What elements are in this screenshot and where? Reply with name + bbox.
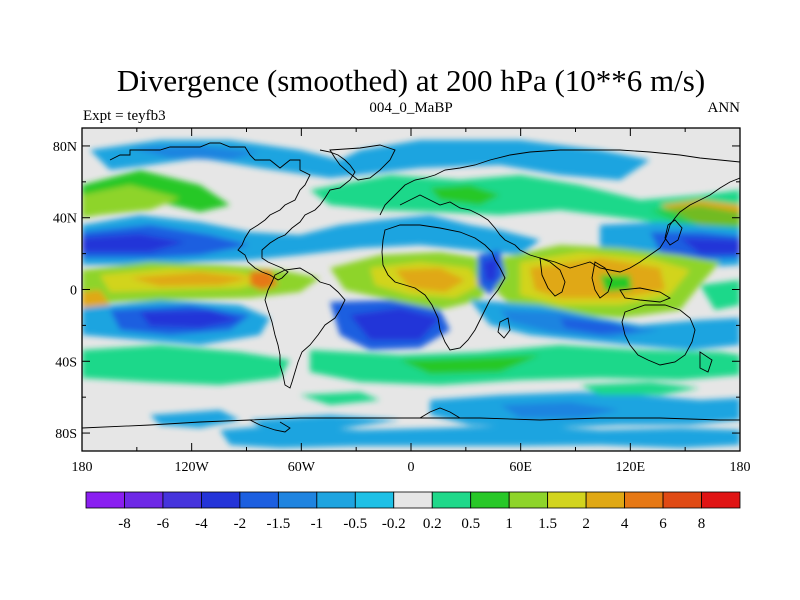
colorbar-swatch [547, 491, 587, 509]
colorbar-label: -1.5 [266, 516, 290, 532]
colorbar-label: 0.5 [461, 516, 480, 532]
colorbar-swatch [470, 491, 510, 509]
y-tick-label: 40S [55, 355, 77, 370]
colorbar-swatch [585, 491, 625, 509]
colorbar-label: 8 [698, 516, 706, 532]
colorbar-label: -0.2 [382, 516, 406, 532]
india-coast [539, 257, 566, 297]
colorbar-swatch [239, 491, 279, 509]
subtitle-center: 004_0_MaBP [369, 100, 452, 116]
subtitle-left: Expt = teyfb3 [83, 108, 166, 124]
x-tick-label: 180 [730, 460, 751, 475]
colorbar-swatch [277, 491, 318, 509]
colorbar-swatch [662, 491, 702, 509]
colorbar-swatch [316, 491, 356, 509]
contour-field [82, 128, 740, 451]
colorbar-swatch [201, 491, 241, 509]
colorbar-label: -6 [157, 516, 170, 532]
y-tick-label: 80S [55, 427, 77, 442]
colorbar-label: 1 [505, 516, 513, 532]
x-tick-label: 60E [509, 460, 532, 475]
colorbar-label: 2 [582, 516, 590, 532]
eurasia-coast [379, 149, 740, 216]
colorbar-swatch [393, 491, 433, 509]
australia-coast [621, 304, 696, 366]
x-tick-label: 180 [72, 460, 93, 475]
colorbar-label: 0.2 [423, 516, 442, 532]
x-tick-label: 60W [288, 460, 316, 475]
y-tick-label: 0 [70, 284, 77, 299]
southeast-asia-coast [591, 261, 613, 299]
colorbar-swatch [701, 491, 741, 509]
colorbar-label: -1 [311, 516, 324, 532]
south-america-coast [264, 267, 346, 389]
colorbar-label: -8 [118, 516, 131, 532]
colorbar-label: 6 [659, 516, 667, 532]
coastlines [82, 142, 740, 433]
north-america-coast [109, 142, 356, 281]
colorbar-swatch [508, 491, 549, 509]
y-tick-label: 40N [53, 212, 77, 227]
colorbar-swatch [354, 491, 395, 509]
subtitle-right: ANN [708, 100, 741, 116]
colorbar: -8 -6 -4 -2 -1.5 -1 -0.5 -0.2 0.2 0.5 1 1.5 2 4 6 8 [85, 491, 741, 532]
colorbar-swatch [624, 491, 664, 509]
x-tick-label: 0 [408, 460, 415, 475]
colorbar-swatch [162, 491, 202, 509]
japan-coast [664, 219, 683, 246]
greenland-coast [329, 144, 396, 181]
x-tick-label: 120W [175, 460, 210, 475]
y-axis: 80N 40N 0 40S 80S [53, 140, 740, 442]
x-tick-label: 120E [616, 460, 646, 475]
colorbar-label: -2 [234, 516, 247, 532]
colorbar-label: -4 [195, 516, 208, 532]
colorbar-swatch [85, 491, 125, 509]
x-axis: 180 120W 60W 0 60E 120E 180 [72, 128, 751, 475]
colorbar-label: 1.5 [538, 516, 557, 532]
chart-title: Divergence (smoothed) at 200 hPa (10**6 … [117, 63, 705, 98]
colorbar-label: -0.5 [343, 516, 367, 532]
madagascar-coast [497, 317, 511, 339]
colorbar-swatch [431, 491, 472, 509]
colorbar-swatch [124, 491, 164, 509]
colorbar-label: 4 [621, 516, 629, 532]
africa-coast [381, 224, 506, 351]
y-tick-label: 80N [53, 140, 77, 155]
